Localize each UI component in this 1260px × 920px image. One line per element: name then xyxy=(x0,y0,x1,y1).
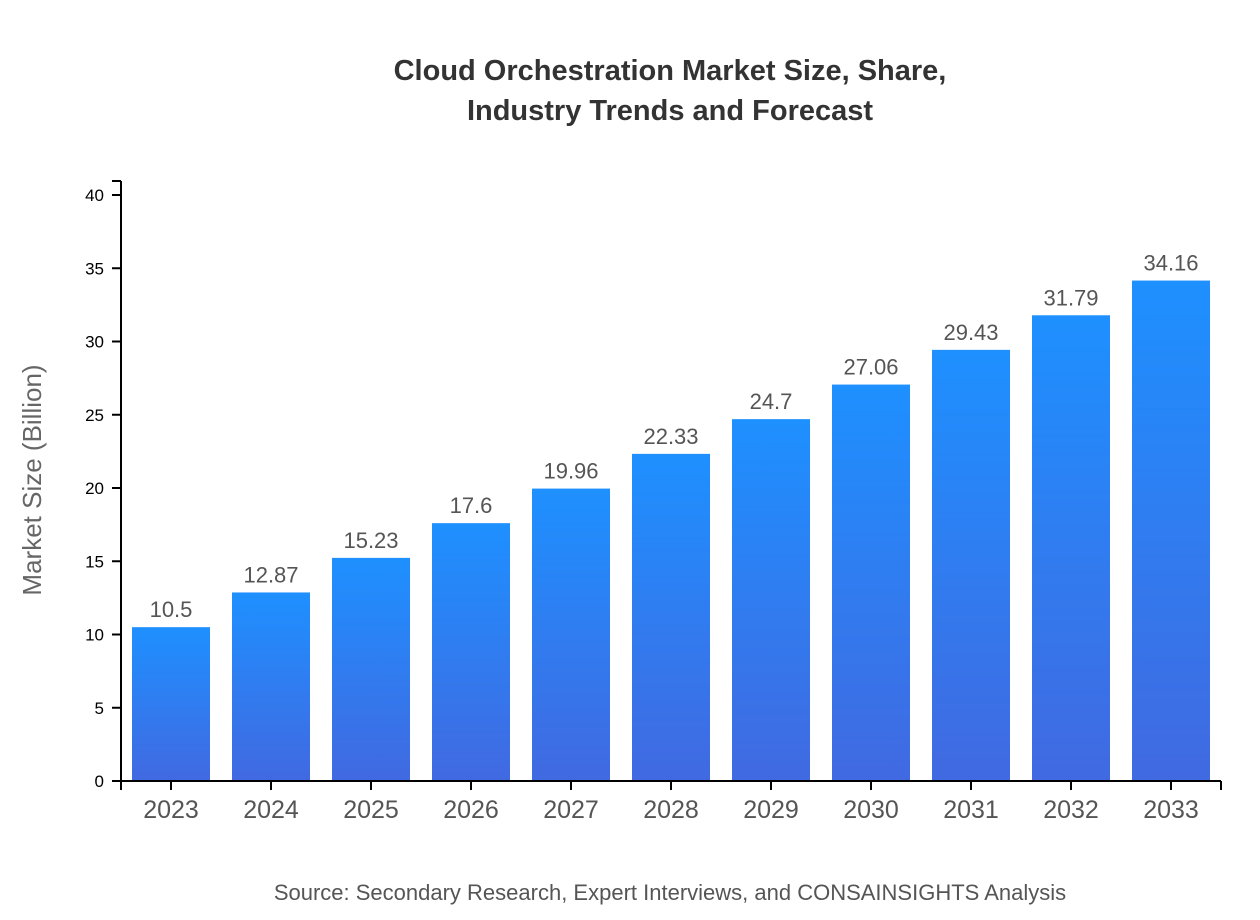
data-label-2024: 12.87 xyxy=(243,562,298,587)
source-note: Source: Secondary Research, Expert Inter… xyxy=(274,880,1066,905)
bar-2031 xyxy=(932,349,1010,781)
x-tick-label-2024: 2024 xyxy=(243,796,299,824)
bar-2028 xyxy=(632,453,710,781)
chart-title-line-1: Cloud Orchestration Market Size, Share, xyxy=(394,55,947,87)
bar-2030 xyxy=(832,384,910,781)
chart-title-line-2: Industry Trends and Forecast xyxy=(467,95,873,127)
x-tick-label-2031: 2031 xyxy=(943,796,999,824)
y-tick-label-5: 5 xyxy=(95,699,104,718)
bar-2023 xyxy=(132,627,210,781)
data-label-2028: 22.33 xyxy=(643,424,698,449)
y-tick-label-40: 40 xyxy=(85,186,104,205)
bar-2033 xyxy=(1132,280,1210,781)
x-tick-label-2028: 2028 xyxy=(643,796,699,824)
data-label-2023: 10.5 xyxy=(150,597,193,622)
data-label-2025: 15.23 xyxy=(343,528,398,553)
bar-2032 xyxy=(1032,315,1110,781)
y-tick-label-35: 35 xyxy=(85,259,104,278)
data-label-2031: 29.43 xyxy=(943,320,998,345)
data-label-2027: 19.96 xyxy=(543,459,598,484)
y-tick-label-15: 15 xyxy=(85,552,104,571)
x-tick-label-2027: 2027 xyxy=(543,796,599,824)
x-tick-label-2033: 2033 xyxy=(1143,796,1199,824)
x-tick-label-2026: 2026 xyxy=(443,796,499,824)
y-tick-label-20: 20 xyxy=(85,479,104,498)
x-tick-label-2023: 2023 xyxy=(143,796,199,824)
y-tick-label-0: 0 xyxy=(95,772,104,791)
y-tick-label-25: 25 xyxy=(85,406,104,425)
bar-2025 xyxy=(332,557,410,781)
y-tick-label-10: 10 xyxy=(85,626,104,645)
bar-2027 xyxy=(532,488,610,781)
x-tick-label-2030: 2030 xyxy=(843,796,899,824)
data-label-2029: 24.7 xyxy=(750,389,793,414)
data-label-2026: 17.6 xyxy=(450,493,493,518)
bar-2029 xyxy=(732,419,810,781)
data-label-2032: 31.79 xyxy=(1043,285,1098,310)
y-tick-label-30: 30 xyxy=(85,333,104,352)
x-tick-label-2032: 2032 xyxy=(1043,796,1099,824)
x-tick-label-2025: 2025 xyxy=(343,796,399,824)
bar-2024 xyxy=(232,592,310,781)
data-label-2030: 27.06 xyxy=(843,355,898,380)
data-label-2033: 34.16 xyxy=(1143,251,1198,276)
x-tick-label-2029: 2029 xyxy=(743,796,799,824)
y-axis-label: Market Size (Billion) xyxy=(17,364,47,595)
bar-2026 xyxy=(432,523,510,781)
